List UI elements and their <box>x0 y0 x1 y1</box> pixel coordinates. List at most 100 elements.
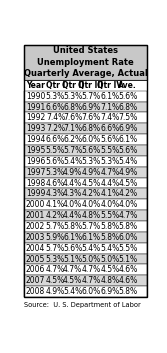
Text: 2003: 2003 <box>26 233 45 242</box>
Bar <box>24 243 147 253</box>
Bar <box>24 113 147 123</box>
Bar <box>24 286 147 297</box>
Text: 6.6%: 6.6% <box>100 124 120 133</box>
Text: 5.3%: 5.3% <box>46 92 65 101</box>
Text: 4.0%: 4.0% <box>118 200 137 209</box>
Text: Year: Year <box>26 81 45 90</box>
Text: 4.5%: 4.5% <box>118 179 137 187</box>
Text: 4.9%: 4.9% <box>63 168 82 177</box>
Text: 6.1%: 6.1% <box>118 135 137 144</box>
Text: 5.8%: 5.8% <box>118 287 137 296</box>
Text: 5.4%: 5.4% <box>100 244 120 253</box>
Bar <box>24 44 147 80</box>
Text: 6.9%: 6.9% <box>81 102 101 112</box>
Text: 6.9%: 6.9% <box>118 124 137 133</box>
Bar <box>24 253 147 264</box>
Text: 1991: 1991 <box>26 102 45 112</box>
Text: 6.2%: 6.2% <box>63 135 82 144</box>
Text: 5.6%: 5.6% <box>81 146 101 155</box>
Text: 7.6%: 7.6% <box>63 113 82 122</box>
Text: Qtr I: Qtr I <box>46 81 65 90</box>
Text: 4.6%: 4.6% <box>118 276 137 285</box>
Text: 4.5%: 4.5% <box>81 179 101 187</box>
Text: 5.3%: 5.3% <box>63 92 82 101</box>
Text: 4.3%: 4.3% <box>63 190 82 198</box>
Bar <box>24 210 147 221</box>
Text: 5.3%: 5.3% <box>46 255 65 264</box>
Text: Qtr III: Qtr III <box>78 81 104 90</box>
Text: 7.4%: 7.4% <box>46 113 65 122</box>
Text: Ave.: Ave. <box>118 81 137 90</box>
Text: United States: United States <box>53 46 118 55</box>
Text: 5.7%: 5.7% <box>81 92 101 101</box>
Text: 2005: 2005 <box>26 255 45 264</box>
Text: 6.1%: 6.1% <box>100 92 120 101</box>
Bar <box>24 275 147 286</box>
Text: 1997: 1997 <box>26 168 45 177</box>
Text: 5.8%: 5.8% <box>100 222 120 231</box>
Text: 5.7%: 5.7% <box>63 146 82 155</box>
Text: 2006: 2006 <box>26 265 45 274</box>
Text: 4.1%: 4.1% <box>100 190 120 198</box>
Text: 5.3%: 5.3% <box>81 157 101 166</box>
Text: 5.7%: 5.7% <box>81 222 101 231</box>
Text: 5.0%: 5.0% <box>100 255 120 264</box>
Text: 5.6%: 5.6% <box>46 157 65 166</box>
Text: 2002: 2002 <box>26 222 45 231</box>
Text: 4.5%: 4.5% <box>46 276 65 285</box>
Text: Source:  U. S. Department of Labor: Source: U. S. Department of Labor <box>24 301 141 307</box>
Text: Qtr II: Qtr II <box>62 81 84 90</box>
Text: 4.7%: 4.7% <box>81 276 101 285</box>
Text: 2004: 2004 <box>26 244 45 253</box>
Text: 5.8%: 5.8% <box>118 222 137 231</box>
Bar <box>24 264 147 275</box>
Text: 4.8%: 4.8% <box>100 276 120 285</box>
Text: 4.4%: 4.4% <box>63 179 82 187</box>
Text: 4.7%: 4.7% <box>81 265 101 274</box>
Text: 1998: 1998 <box>26 179 45 187</box>
Text: 4.7%: 4.7% <box>100 168 120 177</box>
Text: 4.0%: 4.0% <box>81 200 101 209</box>
Text: 1990: 1990 <box>26 92 45 101</box>
Text: 7.2%: 7.2% <box>46 124 65 133</box>
Text: 4.0%: 4.0% <box>100 200 120 209</box>
Text: 5.5%: 5.5% <box>118 244 137 253</box>
Text: 5.5%: 5.5% <box>100 211 120 220</box>
Text: 4.9%: 4.9% <box>46 287 65 296</box>
Text: 5.4%: 5.4% <box>63 287 82 296</box>
Text: 5.4%: 5.4% <box>81 244 101 253</box>
Text: 6.6%: 6.6% <box>46 135 65 144</box>
Text: 5.4%: 5.4% <box>63 157 82 166</box>
Text: 2007: 2007 <box>26 276 45 285</box>
Text: 5.0%: 5.0% <box>81 255 101 264</box>
Text: 1993: 1993 <box>26 124 45 133</box>
Text: 7.5%: 7.5% <box>118 113 137 122</box>
Text: 4.2%: 4.2% <box>81 190 101 198</box>
Text: 4.4%: 4.4% <box>63 211 82 220</box>
Text: 6.8%: 6.8% <box>81 124 101 133</box>
Text: 6.8%: 6.8% <box>118 102 137 112</box>
Text: 5.5%: 5.5% <box>46 146 65 155</box>
Text: 4.5%: 4.5% <box>100 265 120 274</box>
Text: 6.6%: 6.6% <box>46 102 65 112</box>
Text: 5.4%: 5.4% <box>118 157 137 166</box>
Text: 5.5%: 5.5% <box>100 146 120 155</box>
Text: 2001: 2001 <box>26 211 45 220</box>
Text: 1999: 1999 <box>26 190 45 198</box>
Text: 1992: 1992 <box>26 113 45 122</box>
Text: 6.8%: 6.8% <box>63 102 82 112</box>
Text: Qtr IV: Qtr IV <box>97 81 123 90</box>
Text: 6.0%: 6.0% <box>81 287 101 296</box>
Bar <box>24 189 147 199</box>
Bar <box>24 80 147 91</box>
Text: 5.6%: 5.6% <box>118 92 137 101</box>
Bar <box>24 167 147 178</box>
Text: 5.7%: 5.7% <box>46 244 65 253</box>
Text: 5.8%: 5.8% <box>100 233 120 242</box>
Text: 5.6%: 5.6% <box>100 135 120 144</box>
Text: 6.9%: 6.9% <box>100 287 120 296</box>
Text: 4.7%: 4.7% <box>46 265 65 274</box>
Text: Unemployment Rate: Unemployment Rate <box>37 58 134 67</box>
Bar <box>24 123 147 134</box>
Text: 2000: 2000 <box>26 200 45 209</box>
